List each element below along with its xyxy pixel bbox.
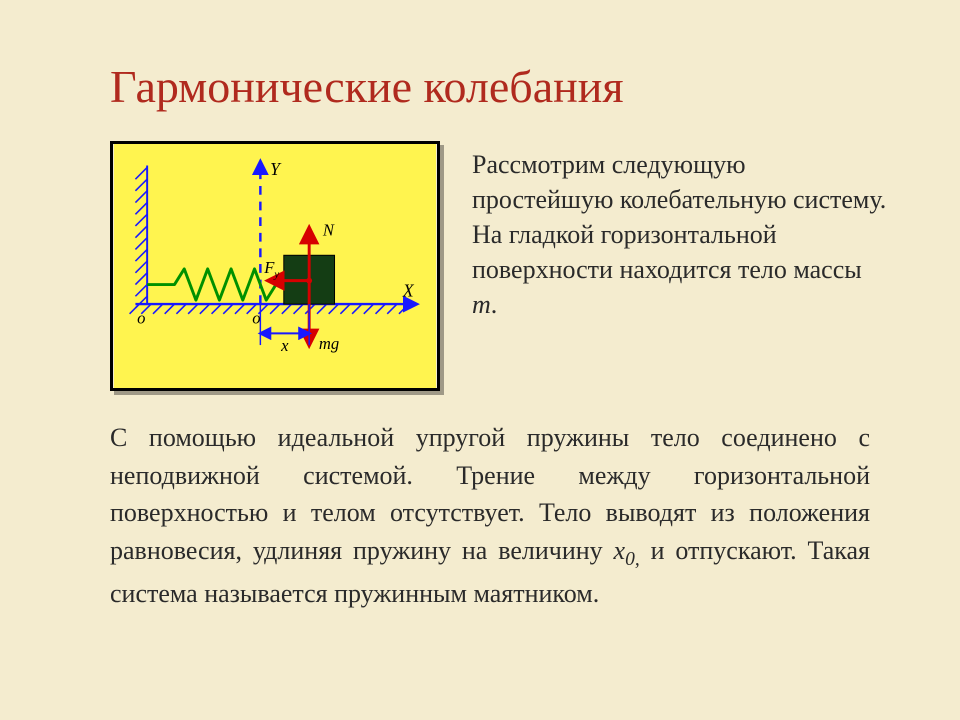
spring-oscillator-diagram: ooXYNFymgx bbox=[110, 141, 440, 391]
mass-symbol: m bbox=[472, 290, 491, 319]
svg-text:o: o bbox=[137, 309, 145, 328]
svg-text:o: o bbox=[252, 309, 260, 328]
body-paragraph: С помощью идеальной упругой пружины тело… bbox=[110, 419, 870, 612]
side-text-1: Рассмотрим следующую простейшую колебате… bbox=[472, 150, 886, 284]
svg-text:X: X bbox=[402, 280, 415, 300]
svg-text:x: x bbox=[280, 336, 289, 355]
diagram-svg: ooXYNFymgx bbox=[113, 144, 437, 388]
top-row: ooXYNFymgx Рассмотрим следующую простейш… bbox=[110, 141, 920, 391]
slide: Гармонические колебания ooXYNFymgx Рассм… bbox=[0, 0, 960, 720]
x0-symbol: x bbox=[614, 536, 626, 565]
svg-text:mg: mg bbox=[319, 334, 339, 353]
side-text-end: . bbox=[491, 290, 498, 319]
svg-text:N: N bbox=[322, 221, 335, 240]
x0-subscript: 0, bbox=[625, 549, 640, 570]
side-paragraph: Рассмотрим следующую простейшую колебате… bbox=[472, 141, 892, 322]
page-title: Гармонические колебания bbox=[110, 60, 920, 113]
